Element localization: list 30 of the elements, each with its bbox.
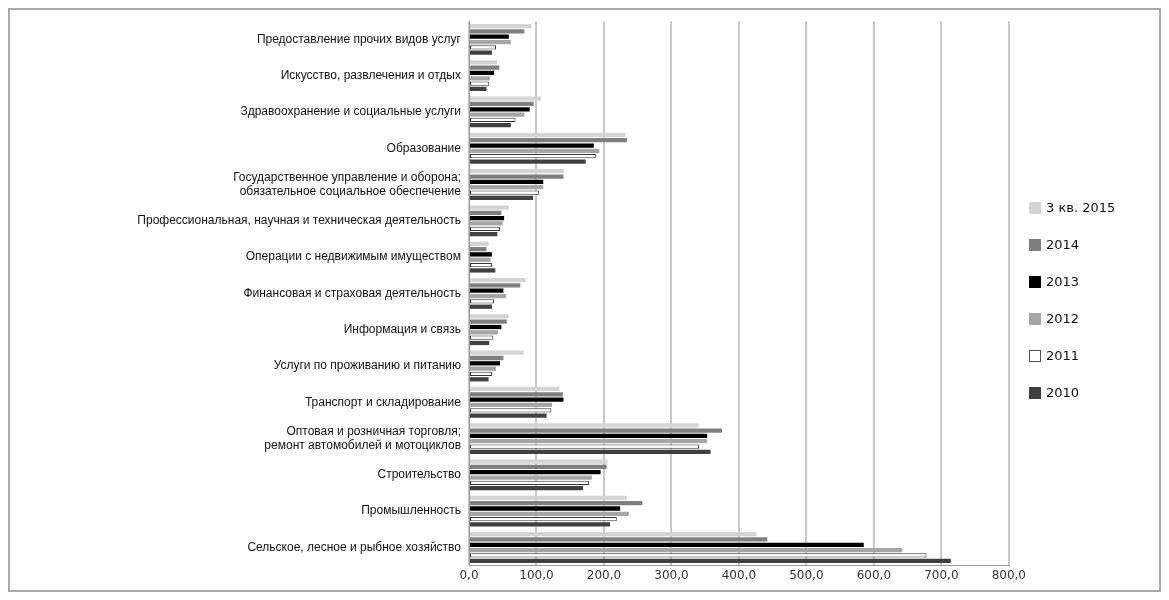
legend-label: 2014 <box>1046 237 1080 252</box>
y-tick-label: Здравоохранение и социальные услуги <box>240 104 461 119</box>
y-tick-label: Образование <box>386 140 462 155</box>
legend-label: 2012 <box>1046 311 1080 326</box>
y-tick-label: Операции с недвижимым имуществом <box>245 249 461 264</box>
y-tick-label: Строительство <box>377 467 462 482</box>
x-tick-label: 100,0 <box>519 567 554 582</box>
y-tick-label: Государственное управление и оборона; обязательное социальное обеспечение <box>233 169 462 199</box>
x-tick-label: 0,0 <box>459 567 479 582</box>
x-tick-label: 600,0 <box>856 567 892 582</box>
x-tick-label: 400,0 <box>721 567 757 582</box>
y-tick-label: Финансовая и страховая деятельность <box>243 285 461 300</box>
legend-label: 2010 <box>1046 385 1080 400</box>
y-tick-label: Предоставление прочих видов услуг <box>256 31 462 46</box>
text: 2011 <box>1046 348 1080 363</box>
y-tick-label: Профессиональная, научная и техническая деятельность <box>137 213 461 228</box>
x-tick-label: 200,0 <box>586 567 622 582</box>
y-tick-label: Промышленность <box>361 503 461 518</box>
legend-label: 3 кв. 2015 <box>1046 200 1116 215</box>
x-tick-label: 500,0 <box>789 567 824 582</box>
y-tick-label: Искусство, развлечения и отдых <box>280 67 461 82</box>
y-tick-label: Транспорт и складирование <box>304 394 462 409</box>
y-tick-label: Сельское, лесное и рыбное хозяйство <box>247 539 462 554</box>
y-tick-label: Информация и связь <box>343 322 461 337</box>
y-tick-label: Оптовая и розничная торговля; ремонт автомобилей и мотоциклов <box>264 423 461 453</box>
y-tick-label: Услуги по проживанию и питанию <box>273 358 461 373</box>
x-tick-label: 300,0 <box>654 567 689 582</box>
x-tick-label: 800,0 <box>991 567 1026 582</box>
legend-label: 2013 <box>1046 274 1080 289</box>
x-tick-label: 700,0 <box>924 567 959 582</box>
